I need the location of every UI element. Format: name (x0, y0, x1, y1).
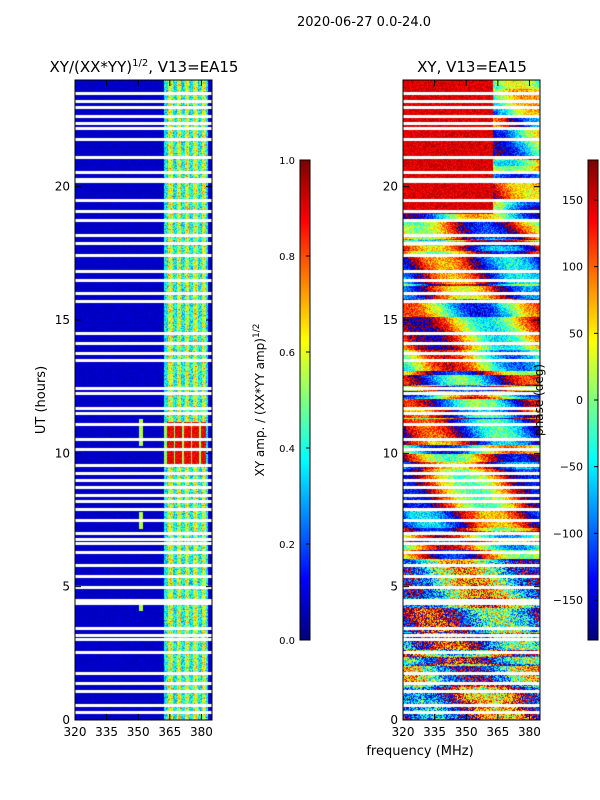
shared-x-axis-label: frequency (MHz) (366, 744, 473, 759)
left-title-main: XY/(XX*YY) (50, 58, 133, 76)
colorbar-tick-label: −150 (553, 594, 583, 607)
colorbar-tick-label: 0.6 (279, 348, 295, 359)
left-x-axis: 320 335 350 365 380 (64, 80, 213, 739)
colorbar-tick-label: 0 (576, 394, 583, 407)
x-tick-label: 365 (486, 725, 509, 739)
right-y-axis: 0 5 10 15 20 (383, 180, 540, 727)
left-title-tail: , V13=EA15 (148, 58, 238, 76)
right-colorbar-label: phase (deg) (532, 364, 546, 436)
colorbar-tick-label: 50 (569, 327, 583, 340)
y-tick-label: 5 (390, 580, 398, 594)
y-tick-label: 15 (383, 313, 398, 327)
left-plot-frame (74, 79, 213, 721)
left-cbar-label-main: XY amp. / (XX*YY amp) (253, 338, 267, 476)
left-cbar-label-exp: 1/2 (252, 324, 262, 338)
colorbar-tick-label: 1.0 (279, 156, 295, 167)
right-plot-frame (402, 79, 541, 721)
colorbar-tick-label: 0.8 (279, 252, 295, 263)
right-panel-title: XY, V13=EA15 (417, 58, 527, 76)
left-panel-title: XY/(XX*YY)1/2, V13=EA15 (50, 58, 239, 76)
x-tick-label: 380 (518, 725, 541, 739)
left-heatmap-image (75, 80, 212, 720)
colorbar-tick-label: −50 (560, 461, 583, 474)
x-tick-label: 320 (64, 725, 87, 739)
left-title-exp: 1/2 (132, 58, 148, 69)
left-colorbar-gradient (300, 160, 310, 640)
left-colorbar-frame (299, 159, 311, 641)
y-tick-label: 15 (55, 313, 70, 327)
y-tick-label: 20 (383, 180, 398, 194)
x-tick-label: 320 (392, 725, 415, 739)
x-tick-label: 365 (158, 725, 181, 739)
right-x-axis: 320 335 350 365 380 (392, 80, 541, 739)
colorbar-tick-label: 100 (562, 261, 583, 274)
y-tick-label: 0 (390, 713, 398, 727)
x-tick-label: 380 (190, 725, 213, 739)
y-tick-label: 20 (55, 180, 70, 194)
x-tick-label: 335 (423, 725, 446, 739)
colorbar-tick-label: 0.0 (279, 636, 295, 647)
colorbar-tick-label: 0.4 (279, 444, 295, 455)
colorbar-tick-label: −100 (553, 527, 583, 540)
y-tick-label: 10 (55, 446, 70, 460)
y-tick-label: 10 (383, 446, 398, 460)
colorbar-tick-label: 150 (562, 194, 583, 207)
right-heatmap-image (403, 80, 540, 720)
colorbar-tick-label: 0.2 (279, 540, 295, 551)
left-colorbar-label: XY amp. / (XX*YY amp)1/2 (252, 324, 267, 477)
x-tick-label: 350 (455, 725, 478, 739)
y-tick-label: 0 (62, 713, 70, 727)
suptitle: 2020-06-27 0.0-24.0 (297, 15, 431, 30)
x-tick-label: 350 (127, 725, 150, 739)
x-tick-label: 335 (95, 725, 118, 739)
left-y-axis-label: UT (hours) (34, 366, 49, 434)
y-tick-label: 5 (62, 580, 70, 594)
right-colorbar-ticks: 150 100 50 0 −50 −100 −150 (553, 194, 598, 607)
right-colorbar-gradient (588, 160, 598, 640)
left-y-axis: 0 5 10 15 20 (55, 180, 212, 727)
left-colorbar-ticks: 0.0 0.2 0.4 0.6 0.8 1.0 (279, 156, 310, 647)
